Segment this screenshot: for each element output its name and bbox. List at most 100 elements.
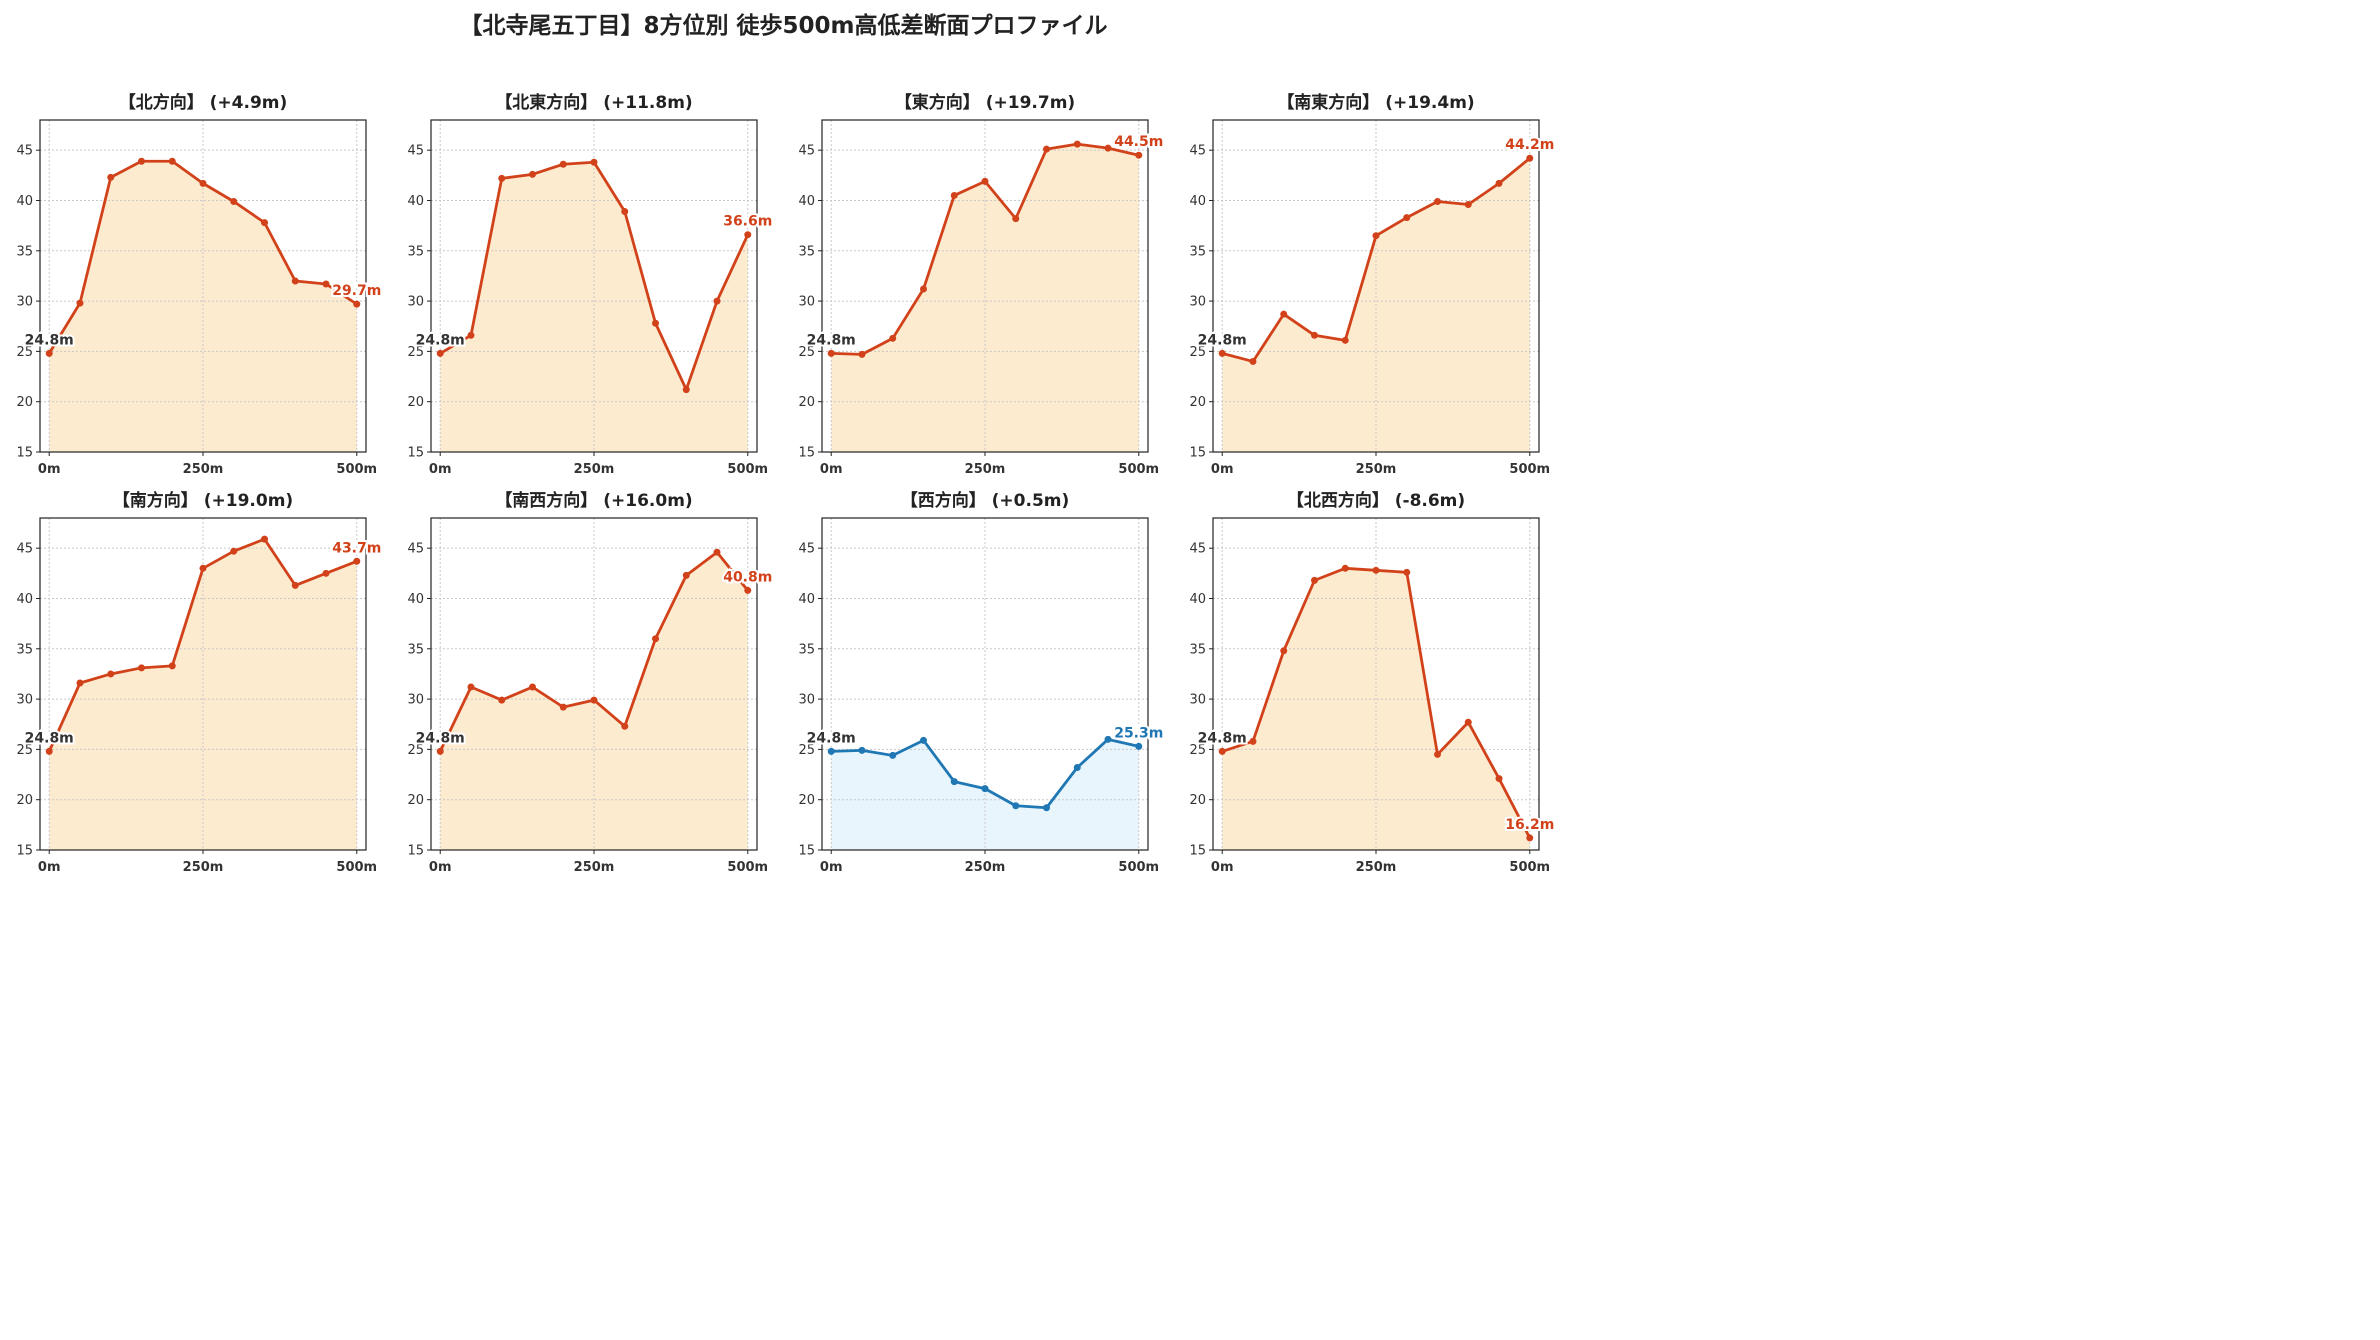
- x-tick-label: 500m: [1509, 860, 1550, 875]
- x-tick-label: 250m: [1356, 860, 1397, 875]
- data-point: [1135, 151, 1143, 159]
- data-point: [261, 535, 269, 543]
- y-tick-label: 35: [407, 244, 424, 259]
- data-point: [1495, 775, 1503, 783]
- y-tick-label: 15: [407, 446, 424, 461]
- y-tick-label: 35: [1189, 642, 1206, 657]
- data-point: [1218, 349, 1226, 357]
- data-point: [1341, 564, 1349, 572]
- y-tick-label: 45: [798, 542, 815, 557]
- data-point: [137, 664, 145, 672]
- data-point: [353, 300, 361, 308]
- data-point: [682, 571, 690, 579]
- y-tick-label: 40: [16, 592, 33, 607]
- start-label: 24.8m: [25, 332, 74, 348]
- data-point: [1341, 336, 1349, 344]
- x-tick-label: 0m: [429, 860, 452, 875]
- y-tick-label: 40: [798, 194, 815, 209]
- data-point: [436, 349, 444, 357]
- start-label: 24.8m: [1198, 730, 1247, 746]
- y-tick-label: 25: [1189, 743, 1206, 758]
- area-fill: [49, 161, 357, 453]
- end-label: 44.5m: [1114, 134, 1163, 150]
- data-point: [1310, 331, 1318, 339]
- x-tick-label: 500m: [727, 860, 768, 875]
- data-point: [199, 179, 207, 187]
- y-tick-label: 15: [1189, 446, 1206, 461]
- y-tick-label: 15: [16, 446, 33, 461]
- panel-title: 【南西方向】 (+16.0m): [495, 490, 692, 511]
- y-tick-label: 15: [798, 844, 815, 859]
- area-fill: [831, 144, 1139, 453]
- y-tick-label: 30: [407, 295, 424, 310]
- data-point: [1249, 357, 1257, 365]
- data-point: [467, 683, 475, 691]
- data-point: [827, 349, 835, 357]
- data-point: [230, 197, 238, 205]
- data-point: [1526, 154, 1534, 162]
- y-tick-label: 15: [16, 844, 33, 859]
- data-point: [1372, 232, 1380, 240]
- data-point: [744, 231, 752, 239]
- y-tick-label: 25: [407, 345, 424, 360]
- data-point: [528, 683, 536, 691]
- data-point: [652, 635, 660, 643]
- area-fill: [1222, 568, 1530, 850]
- data-point: [1434, 750, 1442, 758]
- y-tick-label: 15: [407, 844, 424, 859]
- x-tick-label: 0m: [820, 462, 843, 477]
- data-point: [1218, 747, 1226, 755]
- data-point: [981, 177, 989, 185]
- data-point: [45, 747, 53, 755]
- data-point: [919, 285, 927, 293]
- y-tick-label: 45: [798, 144, 815, 159]
- data-point: [498, 696, 506, 704]
- data-point: [1464, 718, 1472, 726]
- y-tick-label: 30: [16, 693, 33, 708]
- y-tick-label: 20: [407, 793, 424, 808]
- data-point: [1403, 214, 1411, 222]
- x-tick-label: 500m: [1118, 860, 1159, 875]
- data-point: [590, 158, 598, 166]
- panel-7: 15 20 25 30 35 40 45 0m 250m 500m 24.8m 25.3m 【西方向】 …: [798, 490, 1165, 875]
- data-point: [1104, 144, 1112, 152]
- area-fill: [440, 162, 748, 452]
- data-point: [919, 736, 927, 744]
- y-tick-label: 45: [407, 144, 424, 159]
- data-point: [76, 679, 84, 687]
- data-point: [1012, 215, 1020, 223]
- end-label: 16.2m: [1505, 817, 1554, 833]
- y-tick-label: 45: [1189, 144, 1206, 159]
- y-tick-label: 35: [16, 642, 33, 657]
- x-tick-label: 500m: [1509, 462, 1550, 477]
- data-point: [621, 722, 629, 730]
- start-label: 24.8m: [416, 332, 465, 348]
- y-tick-label: 20: [16, 793, 33, 808]
- data-point: [1280, 310, 1288, 318]
- y-tick-label: 20: [1189, 395, 1206, 410]
- panel-title: 【北東方向】 (+11.8m): [495, 92, 692, 113]
- data-point: [559, 160, 567, 168]
- panel-title: 【西方向】 (+0.5m): [901, 490, 1070, 511]
- data-point: [858, 350, 866, 358]
- data-point: [1372, 566, 1380, 574]
- data-point: [1495, 179, 1503, 187]
- data-point: [744, 586, 752, 594]
- y-tick-label: 35: [407, 642, 424, 657]
- y-tick-label: 35: [798, 642, 815, 657]
- x-tick-label: 250m: [574, 462, 615, 477]
- y-tick-label: 25: [16, 743, 33, 758]
- start-label: 24.8m: [807, 332, 856, 348]
- data-point: [1403, 568, 1411, 576]
- data-point: [1464, 201, 1472, 209]
- x-tick-label: 0m: [429, 462, 452, 477]
- x-tick-label: 500m: [727, 462, 768, 477]
- data-point: [950, 191, 958, 199]
- end-label: 44.2m: [1505, 137, 1554, 153]
- data-point: [559, 703, 567, 711]
- y-tick-label: 40: [407, 194, 424, 209]
- data-point: [322, 280, 330, 288]
- x-tick-label: 0m: [38, 860, 61, 875]
- start-label: 24.8m: [1198, 332, 1247, 348]
- data-point: [1043, 145, 1051, 153]
